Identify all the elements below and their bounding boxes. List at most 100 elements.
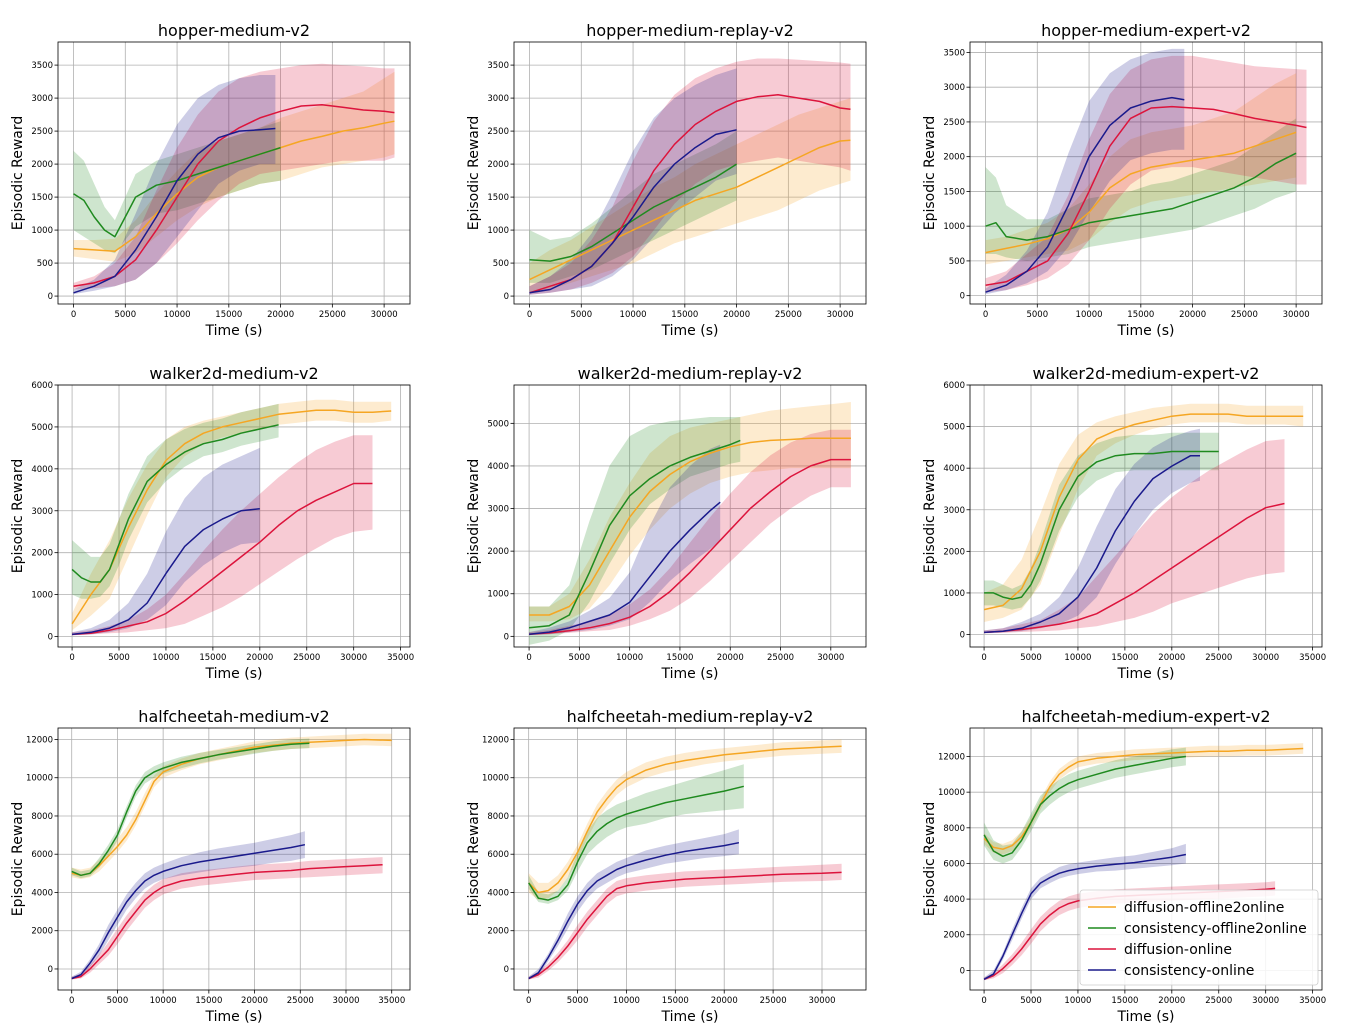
x-tick-label: 15000 xyxy=(666,653,693,663)
subplot-walker2d-medium-v2: 0 5000 10000 15000 20000 25000 30000 35000 0 1000… xyxy=(10,364,414,682)
x-tick-label: 15000 xyxy=(1111,653,1138,663)
x-tick-label: 35000 xyxy=(387,653,414,663)
line-consistency-offline2online xyxy=(73,146,281,238)
y-tick-label: 8000 xyxy=(943,824,965,834)
plot-area xyxy=(514,728,866,990)
y-tick-label: 2000 xyxy=(943,547,965,557)
x-tick-label: 15000 xyxy=(671,310,698,320)
x-tick-label: 0 xyxy=(527,310,532,320)
subplot-title: hopper-medium-v2 xyxy=(158,21,310,40)
x-axis-label: Time (s) xyxy=(661,1009,719,1025)
x-tick-label: 35000 xyxy=(1299,653,1326,663)
line-consistency-online xyxy=(529,501,721,635)
plot-area xyxy=(58,42,410,304)
y-tick-label: 4000 xyxy=(31,465,53,475)
line-consistency-online xyxy=(985,96,1185,293)
x-tick-label: 30000 xyxy=(817,653,844,663)
x-tick-label: 5000 xyxy=(107,996,129,1006)
subplot-title: walker2d-medium-v2 xyxy=(149,364,318,383)
band-consistency-online xyxy=(984,428,1200,634)
x-axis-label: Time (s) xyxy=(205,666,263,682)
line-diffusion-offline2online xyxy=(983,413,1304,611)
y-tick-label: 3000 xyxy=(487,94,509,104)
line-consistency-online xyxy=(983,853,1187,980)
x-tick-label: 20000 xyxy=(246,653,273,663)
band-diffusion-offline2online xyxy=(528,739,842,901)
y-tick-label: 0 xyxy=(504,632,509,642)
line-diffusion-offline2online xyxy=(983,747,1304,850)
y-tick-label: 0 xyxy=(960,966,965,976)
band-diffusion-online xyxy=(528,863,842,980)
line-diffusion-offline2online xyxy=(985,131,1297,254)
y-tick-label: 10000 xyxy=(938,788,965,798)
y-axis-label: Episodic Reward xyxy=(10,459,26,574)
legend-label-diffusion-offline2online: diffusion-offline2online xyxy=(1124,900,1284,916)
band-diffusion-online xyxy=(71,857,383,980)
line-consistency-online xyxy=(528,841,740,980)
y-tick-label: 1000 xyxy=(31,226,53,236)
legend-label-diffusion-online: diffusion-online xyxy=(1124,942,1232,958)
y-tick-label: 2000 xyxy=(943,931,965,941)
x-tick-label: 15000 xyxy=(195,996,222,1006)
subplot-title: hopper-medium-replay-v2 xyxy=(586,21,794,40)
y-tick-label: 3000 xyxy=(943,83,965,93)
y-tick-label: 0 xyxy=(48,965,53,975)
y-tick-label: 4000 xyxy=(31,888,53,898)
x-tick-label: 25000 xyxy=(775,310,802,320)
band-consistency-offline2online xyxy=(71,738,310,879)
x-tick-label: 15000 xyxy=(215,310,242,320)
x-tick-label: 5000 xyxy=(1026,310,1048,320)
x-tick-label: 10000 xyxy=(164,310,191,320)
y-tick-label: 0 xyxy=(504,965,509,975)
y-tick-label: 500 xyxy=(493,259,509,269)
legend-label-consistency-online: consistency-online xyxy=(1124,963,1254,979)
y-tick-label: 4000 xyxy=(943,895,965,905)
plot-area xyxy=(970,385,1322,647)
subplot-title: hopper-medium-expert-v2 xyxy=(1041,21,1251,40)
band-diffusion-online xyxy=(984,881,1276,981)
y-tick-label: 0 xyxy=(48,633,53,643)
y-tick-label: 12000 xyxy=(26,735,53,745)
x-tick-label: 5000 xyxy=(567,996,589,1006)
y-tick-label: 3500 xyxy=(943,48,965,58)
y-tick-label: 12000 xyxy=(938,753,965,763)
subplot-halfcheetah-medium-replay-v2: 0 5000 10000 15000 20000 25000 30000 0 2000 4000 6… xyxy=(466,707,867,1025)
subplot-halfcheetah-medium-expert-v2: 0 5000 10000 15000 20000 25000 30000 35000 0 2000… xyxy=(922,707,1326,1025)
line-diffusion-online xyxy=(73,103,395,287)
x-tick-label: 0 xyxy=(69,996,74,1006)
y-tick-label: 1500 xyxy=(943,187,965,197)
band-consistency-online xyxy=(71,831,305,980)
x-tick-label: 20000 xyxy=(711,996,738,1006)
line-consistency-offline2online xyxy=(71,424,279,583)
x-tick-label: 5000 xyxy=(108,653,130,663)
band-consistency-offline2online xyxy=(984,432,1219,610)
plot-frame xyxy=(513,727,867,991)
x-tick-label: 10000 xyxy=(1064,653,1091,663)
x-tick-label: 0 xyxy=(981,996,986,1006)
y-tick-label: 6000 xyxy=(31,850,53,860)
band-diffusion-online xyxy=(72,435,373,636)
y-tick-label: 6000 xyxy=(31,381,53,391)
x-tick-label: 30000 xyxy=(1252,996,1279,1006)
y-tick-label: 2000 xyxy=(31,927,53,937)
plot-area xyxy=(514,42,866,304)
x-tick-label: 0 xyxy=(526,653,531,663)
band-diffusion-offline2online xyxy=(984,403,1304,622)
line-consistency-online xyxy=(72,507,260,636)
plot-frame xyxy=(969,41,1323,305)
y-tick-label: 1500 xyxy=(487,193,509,203)
y-tick-label: 2000 xyxy=(487,160,509,170)
band-consistency-offline2online xyxy=(72,403,279,599)
x-tick-label: 30000 xyxy=(1252,653,1279,663)
y-tick-label: 1500 xyxy=(31,193,53,203)
band-diffusion-online xyxy=(529,429,851,636)
x-tick-label: 35000 xyxy=(378,996,405,1006)
y-tick-label: 3000 xyxy=(31,507,53,517)
x-axis-label: Time (s) xyxy=(205,323,263,339)
legend-label-consistency-offline2online: consistency-offline2online xyxy=(1124,921,1307,937)
line-diffusion-offline2online xyxy=(529,437,851,616)
x-tick-label: 20000 xyxy=(1179,310,1206,320)
x-tick-label: 25000 xyxy=(760,996,787,1006)
y-tick-label: 5000 xyxy=(31,423,53,433)
